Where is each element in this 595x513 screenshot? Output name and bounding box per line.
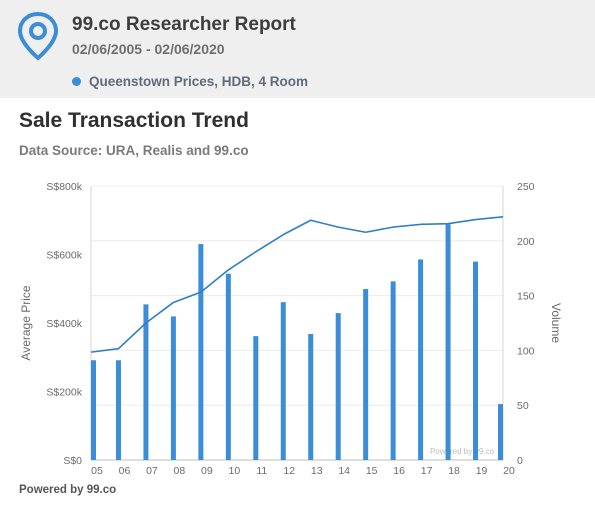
x-tick-label: 19 (476, 465, 488, 477)
volume-bar (390, 281, 396, 460)
y-right-tick-label: 150 (517, 291, 535, 303)
data-source: Data Source: URA, Realis and 99.co (19, 143, 249, 158)
x-tick-label: 12 (283, 465, 295, 477)
y-left-tick-label: S$400k (46, 318, 82, 330)
volume-bar (363, 289, 369, 460)
volume-bar (143, 304, 149, 460)
report-title: 99.co Researcher Report (72, 14, 296, 35)
y-left-tick-label: S$0 (63, 455, 82, 467)
y-left-axis-title: Average Price (19, 285, 33, 360)
legend-dot (72, 76, 81, 86)
x-tick-label: 16 (393, 465, 405, 477)
y-right-tick-label: 0 (517, 455, 523, 467)
y-right-tick-label: 100 (517, 345, 535, 357)
y-right-tick-label: 250 (517, 181, 535, 193)
report-date-range: 02/06/2005 - 02/06/2020 (72, 41, 225, 57)
y-left-tick-label: S$600k (46, 250, 82, 262)
volume-bar (418, 259, 424, 460)
volume-bar (473, 261, 479, 460)
volume-bar (115, 360, 121, 460)
x-tick-label: 07 (146, 465, 158, 477)
x-tick-label: 20 (503, 465, 515, 477)
volume-bar (308, 333, 314, 460)
report-header: 99.co Researcher Report 02/06/2005 - 02/… (0, 0, 595, 98)
x-tick-label: 17 (421, 465, 433, 477)
x-tick-label: 13 (311, 465, 323, 477)
volume-bar (170, 316, 176, 460)
y-left-tick-label: S$800k (46, 181, 82, 193)
y-right-tick-label: 200 (517, 236, 535, 248)
average-price-line (90, 216, 504, 353)
chart-watermark: Powered by 99.co (430, 447, 495, 456)
section-title: Sale Transaction Trend (19, 109, 249, 132)
x-tick-label: 06 (119, 465, 131, 477)
volume-bar (498, 404, 503, 460)
volume-bar (225, 273, 231, 460)
y-right-axis-title: Volume (549, 303, 563, 343)
location-pin-icon (17, 11, 59, 61)
x-tick-label: 14 (338, 465, 350, 477)
legend-label: Queenstown Prices, HDB, 4 Room (89, 73, 309, 89)
volume-bar (335, 313, 341, 460)
volume-bar (280, 302, 286, 460)
x-tick-label: 09 (201, 465, 213, 477)
x-tick-label: 15 (366, 465, 378, 477)
x-tick-label: 11 (256, 465, 267, 477)
x-tick-label: 05 (91, 465, 103, 477)
legend: Queenstown Prices, HDB, 4 Room (72, 72, 308, 90)
y-left-tick-label: S$200k (46, 387, 82, 399)
x-tick-label: 08 (174, 465, 186, 477)
x-tick-label: 10 (228, 465, 240, 477)
volume-bar (198, 244, 204, 460)
y-right-tick-label: 50 (517, 400, 529, 412)
volume-bar (253, 336, 259, 460)
volume-bar (445, 224, 451, 460)
footer-powered-by: Powered by 99.co (19, 484, 117, 496)
x-tick-label: 18 (448, 465, 460, 477)
volume-bar (91, 360, 96, 460)
